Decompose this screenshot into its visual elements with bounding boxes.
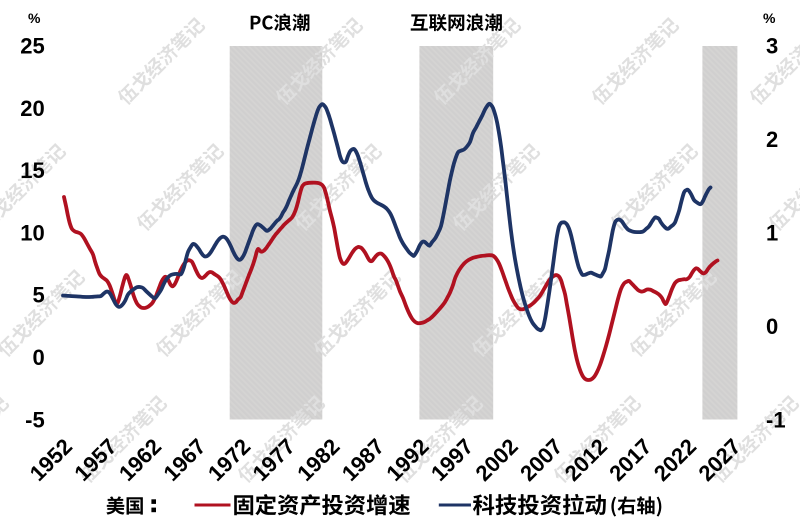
svg-text:1: 1 <box>766 220 778 245</box>
svg-text:10: 10 <box>20 220 44 245</box>
svg-text:5: 5 <box>32 283 44 308</box>
svg-text:0: 0 <box>32 345 44 370</box>
svg-text:-5: -5 <box>25 407 45 432</box>
svg-text:3: 3 <box>766 34 778 59</box>
svg-text:%: % <box>763 10 776 26</box>
svg-text:-1: -1 <box>766 407 786 432</box>
svg-text:15: 15 <box>20 158 44 183</box>
svg-text:%: % <box>28 10 41 26</box>
svg-text:20: 20 <box>20 96 44 121</box>
svg-text:25: 25 <box>20 34 44 59</box>
svg-text:0: 0 <box>766 314 778 339</box>
svg-text:2: 2 <box>766 127 778 152</box>
